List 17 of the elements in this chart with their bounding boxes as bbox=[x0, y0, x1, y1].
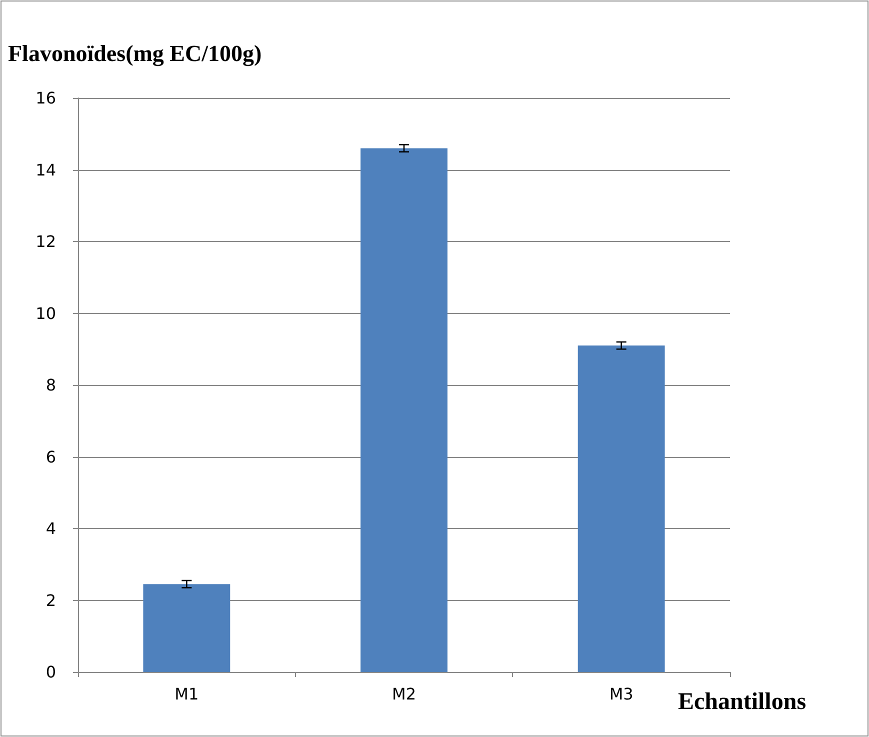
x-tick-label: M3 bbox=[609, 684, 634, 704]
y-axis-title: Flavonoïdes(mg EC/100g) bbox=[8, 41, 262, 67]
bar bbox=[143, 584, 230, 672]
y-tick-label: 16 bbox=[36, 88, 56, 108]
bar bbox=[360, 148, 448, 672]
y-tick-label: 2 bbox=[46, 590, 56, 610]
y-tick-label: 0 bbox=[46, 662, 56, 682]
x-tick-label: M1 bbox=[174, 684, 199, 704]
y-tick-label: 14 bbox=[36, 160, 56, 180]
y-tick-label: 12 bbox=[36, 232, 56, 251]
y-tick-label: 6 bbox=[46, 447, 56, 466]
y-tick-label: 8 bbox=[46, 376, 56, 394]
bar bbox=[578, 346, 665, 672]
x-axis-title: Echantillons bbox=[678, 689, 806, 715]
x-tick-label: M2 bbox=[392, 684, 416, 704]
y-tick-label: 4 bbox=[46, 519, 56, 538]
y-tick-label: 10 bbox=[36, 304, 56, 323]
